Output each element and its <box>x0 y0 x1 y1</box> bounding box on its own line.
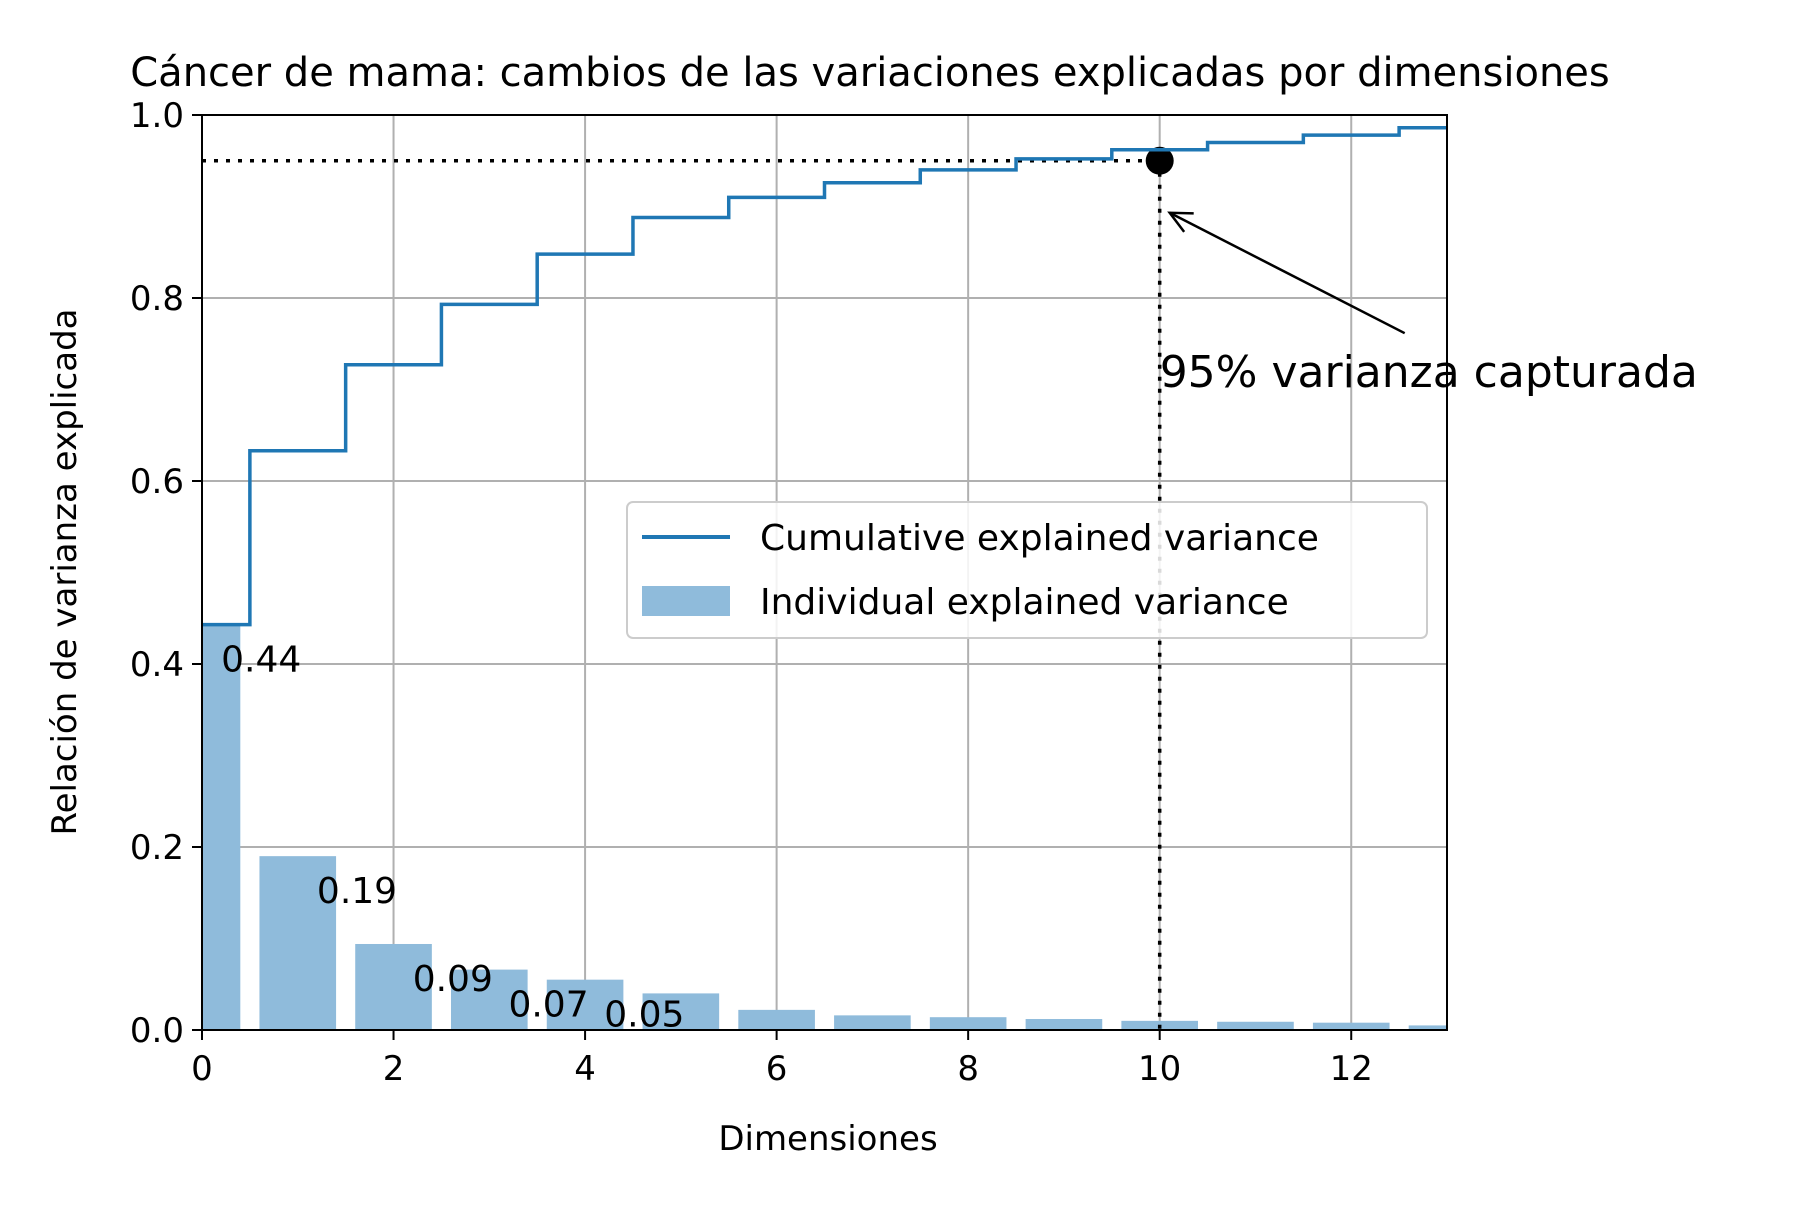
bar-labels-layer: 0.44 0.19 0.09 0.07 0.05 <box>221 640 684 1036</box>
legend-label-cumulative: Cumulative explained variance <box>760 518 1319 559</box>
x-tick-label: 2 <box>383 1049 405 1089</box>
bar-value-label: 0.07 <box>508 985 588 1026</box>
bar <box>1025 1019 1103 1030</box>
legend: Cumulative explained variance Individual… <box>626 501 1428 639</box>
annotation-arrow-head <box>1167 211 1194 233</box>
annotation-arrow-line <box>1169 211 1406 335</box>
x-tick-label: 0 <box>191 1049 213 1089</box>
legend-label-individual: Individual explained variance <box>760 582 1289 623</box>
bar <box>834 1015 911 1030</box>
bar <box>546 979 624 1030</box>
annotation: 95% varianza capturada <box>1160 211 1698 398</box>
legend-box <box>626 501 1428 639</box>
y-tick-label: 0.6 <box>130 462 184 502</box>
bars-layer <box>202 624 1447 1030</box>
x-axis: 0 2 4 6 8 10 12 <box>191 1030 1373 1089</box>
annotation-text: 95% varianza capturada <box>1160 347 1698 398</box>
bar <box>1217 1021 1294 1030</box>
bar-value-label: 0.19 <box>317 871 397 912</box>
y-axis-label: Relación de varianza explicada <box>45 308 85 835</box>
x-axis-label: Dimensiones <box>718 1119 937 1159</box>
x-tick-label: 4 <box>574 1049 596 1089</box>
chart-title: Cáncer de mama: cambios de las variacion… <box>130 50 1610 96</box>
bar <box>451 969 528 1030</box>
bar-value-label: 0.05 <box>604 995 684 1036</box>
y-tick-label: 0.2 <box>130 828 184 868</box>
bar <box>259 856 337 1030</box>
bar <box>355 943 432 1030</box>
bar <box>1312 1022 1390 1030</box>
cumulative-variance-line <box>202 126 1447 627</box>
bar-value-label: 0.09 <box>413 959 493 1000</box>
y-tick-label: 1.0 <box>130 96 184 136</box>
bar <box>738 1009 815 1030</box>
x-tick-label: 6 <box>766 1049 788 1089</box>
y-tick-label: 0.0 <box>130 1011 184 1051</box>
step-layer <box>202 126 1447 627</box>
bar <box>1408 1025 1447 1030</box>
bar <box>642 993 720 1030</box>
bar-value-label: 0.44 <box>221 640 301 681</box>
legend-swatch-individual <box>642 586 730 616</box>
bar <box>929 1017 1007 1030</box>
x-tick-label: 12 <box>1330 1049 1373 1089</box>
x-tick-label: 10 <box>1138 1049 1181 1089</box>
bar <box>202 624 241 1030</box>
plot-frame <box>201 114 1448 1031</box>
y-tick-label: 0.4 <box>130 645 184 685</box>
y-axis: 0.0 0.2 0.4 0.6 0.8 1.0 <box>130 96 202 1051</box>
y-tick-label: 0.8 <box>130 279 184 319</box>
x-tick-label: 8 <box>957 1049 979 1089</box>
threshold-point <box>1145 146 1174 175</box>
